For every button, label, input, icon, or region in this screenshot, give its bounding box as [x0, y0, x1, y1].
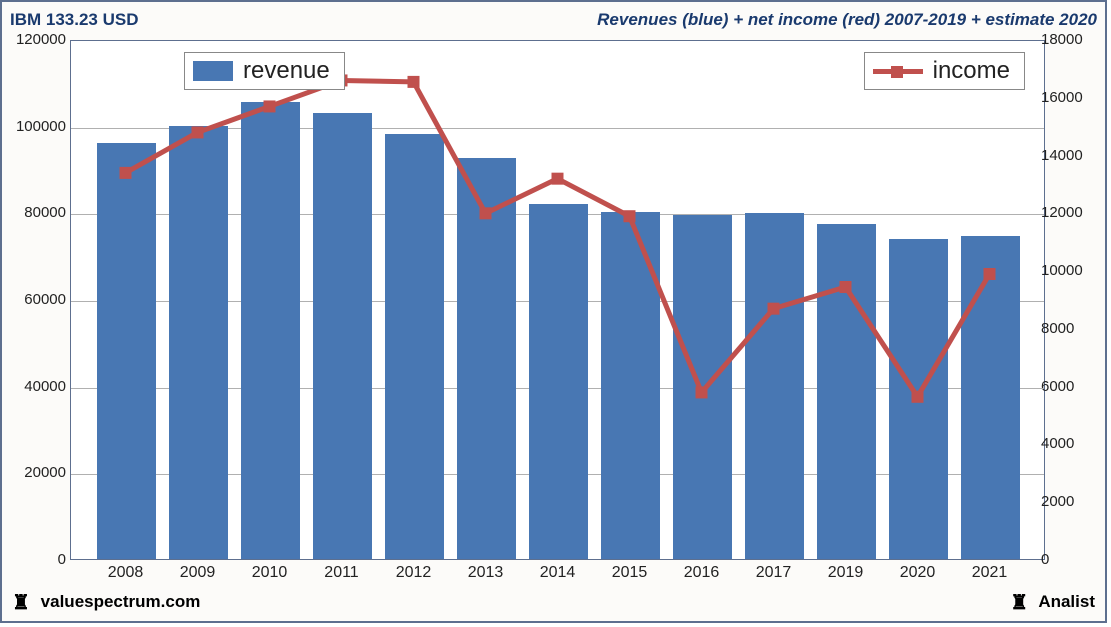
revenue-bar — [601, 212, 660, 559]
x-tick: 2021 — [972, 564, 1008, 582]
y-right-tick: 0 — [1041, 551, 1101, 568]
y-left-tick: 100000 — [6, 118, 66, 135]
revenue-bar — [889, 239, 948, 559]
y-left-tick: 60000 — [6, 291, 66, 308]
y-left-tick: 120000 — [6, 31, 66, 48]
revenue-bar — [169, 126, 228, 559]
revenue-bar — [817, 224, 876, 559]
y-left-tick: 20000 — [6, 464, 66, 481]
x-tick: 2019 — [828, 564, 864, 582]
ticker-label: IBM 133.23 USD — [10, 10, 139, 30]
y-right-tick: 12000 — [1041, 204, 1101, 221]
footer-left: ♜ valuespectrum.com — [12, 590, 200, 615]
revenue-bar — [457, 158, 516, 559]
x-tick: 2010 — [252, 564, 288, 582]
footer-right-text: Analist — [1038, 592, 1095, 611]
revenue-swatch — [193, 61, 233, 81]
revenue-bar — [385, 134, 444, 559]
chart-footer: ♜ valuespectrum.com ♜ Analist — [12, 590, 1095, 615]
x-tick: 2008 — [108, 564, 144, 582]
revenue-bar — [529, 204, 588, 559]
y-right-tick: 10000 — [1041, 262, 1101, 279]
y-left-tick: 40000 — [6, 378, 66, 395]
rook-icon: ♜ — [1010, 590, 1028, 615]
chart-title: Revenues (blue) + net income (red) 2007-… — [597, 10, 1097, 30]
x-tick: 2013 — [468, 564, 504, 582]
revenue-bar — [241, 102, 300, 559]
revenue-bar — [313, 113, 372, 559]
legend-income: income — [864, 52, 1025, 90]
income-swatch — [873, 69, 923, 74]
plot-area — [70, 40, 1045, 560]
y-right-tick: 14000 — [1041, 147, 1101, 164]
x-tick: 2020 — [900, 564, 936, 582]
x-tick: 2017 — [756, 564, 792, 582]
legend-revenue: revenue — [184, 52, 345, 90]
y-left-tick: 80000 — [6, 204, 66, 221]
y-right-tick: 6000 — [1041, 378, 1101, 395]
chart-frame: IBM 133.23 USD Revenues (blue) + net inc… — [0, 0, 1107, 623]
revenue-bar — [97, 143, 156, 559]
x-tick: 2015 — [612, 564, 648, 582]
chart-header: IBM 133.23 USD Revenues (blue) + net inc… — [10, 8, 1097, 32]
y-right-tick: 2000 — [1041, 493, 1101, 510]
revenue-bar — [673, 215, 732, 560]
legend-revenue-label: revenue — [243, 57, 330, 85]
rook-icon: ♜ — [12, 590, 30, 615]
revenue-bar — [961, 236, 1020, 559]
x-tick: 2009 — [180, 564, 216, 582]
y-right-tick: 8000 — [1041, 320, 1101, 337]
y-right-tick: 4000 — [1041, 435, 1101, 452]
x-tick: 2014 — [540, 564, 576, 582]
y-left-tick: 0 — [6, 551, 66, 568]
footer-left-text: valuespectrum.com — [41, 592, 201, 611]
y-right-tick: 18000 — [1041, 31, 1101, 48]
footer-right: ♜ Analist — [1010, 590, 1095, 615]
revenue-bar — [745, 213, 804, 559]
x-tick: 2016 — [684, 564, 720, 582]
x-tick: 2012 — [396, 564, 432, 582]
x-tick: 2011 — [324, 564, 358, 582]
legend-income-label: income — [933, 57, 1010, 85]
y-right-tick: 16000 — [1041, 89, 1101, 106]
